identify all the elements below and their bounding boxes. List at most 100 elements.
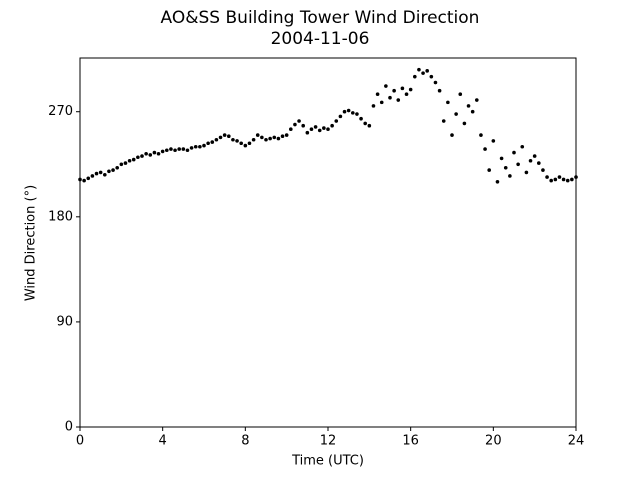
data-point [136, 155, 140, 160]
y-tick-label: 180 [48, 209, 73, 224]
data-point [400, 86, 405, 91]
data-point [454, 112, 458, 116]
data-point [90, 174, 95, 178]
data-point [475, 98, 479, 102]
data-point [384, 84, 388, 88]
data-point [371, 104, 376, 108]
y-axis-label: Wind Direction (°) [24, 185, 39, 301]
data-point [231, 137, 235, 142]
data-point [111, 168, 115, 172]
data-point [392, 88, 396, 93]
data-point [227, 134, 231, 139]
data-point [202, 143, 206, 148]
data-point [425, 69, 430, 73]
data-point [214, 137, 219, 142]
data-point [330, 123, 334, 128]
data-point [251, 137, 256, 142]
x-tick-label: 20 [485, 434, 502, 449]
x-tick-label: 12 [320, 434, 337, 449]
data-point [181, 147, 186, 151]
data-point [413, 74, 417, 79]
data-point [189, 146, 194, 150]
data-point [346, 108, 351, 113]
data-point [280, 134, 285, 139]
data-point [512, 150, 516, 155]
data-point [82, 178, 86, 183]
data-point [148, 153, 153, 157]
x-tick-label: 4 [159, 434, 167, 449]
data-point [94, 171, 99, 176]
data-point [86, 176, 91, 181]
data-point [98, 170, 103, 175]
data-point [123, 161, 128, 165]
data-point [379, 100, 384, 105]
data-point [78, 177, 82, 182]
data-point [342, 109, 347, 114]
data-point [388, 95, 392, 100]
data-point [198, 144, 202, 149]
data-point [272, 135, 277, 140]
data-point [222, 133, 227, 137]
data-point [541, 168, 545, 172]
data-point [140, 154, 144, 158]
data-point [185, 148, 190, 153]
data-point [503, 165, 508, 170]
data-point [458, 92, 463, 96]
data-point [495, 179, 500, 184]
data-point [107, 169, 111, 174]
data-point [483, 147, 487, 151]
x-tick-label: 16 [402, 434, 419, 449]
data-point [169, 147, 173, 151]
data-point [326, 127, 330, 132]
plot-frame [79, 57, 577, 428]
data-point [549, 178, 553, 183]
data-point [491, 139, 496, 143]
data-point [173, 148, 177, 153]
y-tick-label: 0 [65, 420, 73, 435]
chart-subtitle: 2004-11-06 [271, 29, 370, 49]
data-point [235, 139, 239, 143]
data-point [243, 143, 248, 148]
data-point [247, 141, 252, 146]
data-point [127, 158, 132, 163]
data-point [289, 127, 293, 132]
data-point [446, 100, 450, 105]
data-point [276, 136, 281, 141]
data-point [561, 177, 566, 182]
data-point [338, 114, 343, 119]
data-point [375, 92, 380, 96]
data-point [570, 177, 574, 182]
data-point [177, 147, 181, 151]
data-point [131, 157, 136, 162]
data-point [193, 144, 198, 149]
data-point [152, 150, 157, 155]
data-point [429, 74, 434, 79]
data-point [165, 148, 169, 153]
data-point [450, 133, 454, 137]
data-point [239, 141, 243, 146]
data-point [363, 121, 368, 126]
data-point [210, 140, 215, 144]
data-point [479, 133, 483, 137]
data-point [508, 174, 512, 178]
data-point [433, 80, 438, 85]
data-point [516, 162, 520, 167]
data-point [528, 158, 533, 163]
data-point [545, 175, 549, 179]
data-point [487, 168, 492, 172]
x-axis-label: Time (UTC) [291, 454, 364, 469]
data-point [470, 109, 475, 114]
data-point [537, 161, 541, 165]
data-point [103, 172, 107, 177]
data-point [255, 133, 260, 137]
data-point [309, 127, 314, 132]
data-point [322, 126, 326, 130]
data-point [565, 178, 570, 183]
data-point [499, 156, 504, 161]
x-tick-label: 0 [76, 434, 84, 449]
y-tick-label: 90 [56, 314, 73, 329]
data-point [367, 123, 372, 128]
data-point [317, 128, 322, 133]
data-point [520, 144, 525, 149]
